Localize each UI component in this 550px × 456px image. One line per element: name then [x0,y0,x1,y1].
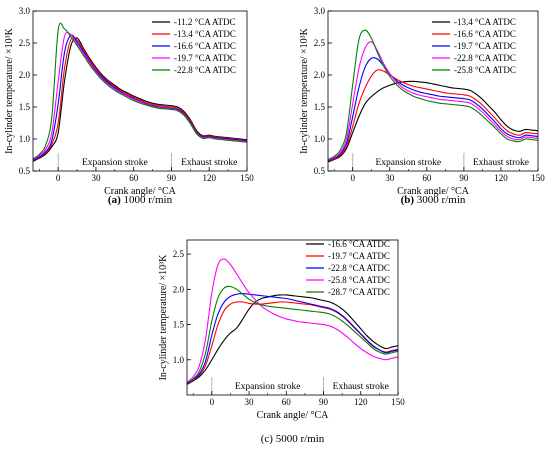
x-tick-label: 30 [385,173,395,183]
caption-speed: 1000 r/min [121,194,173,206]
x-tick-label: 150 [240,173,254,183]
caption-letter: (b) [401,194,415,206]
annotation-expansion-stroke: Expansion stroke [235,382,301,392]
y-tick-label: 2.0 [314,70,326,80]
y-tick-label: 1.0 [173,355,185,365]
x-tick-label: 90 [319,397,329,407]
y-axis-label: In-cylinder temperature/ ×10³K [299,27,310,154]
legend-entry: -22.8 °CA ATDC [174,65,236,75]
x-tick-label: 150 [531,173,545,183]
series-line-4 [187,258,398,383]
legend-entry: -25.8 °CA ATDC [454,65,516,75]
plot-frame [32,10,248,172]
x-tick-label: 90 [459,173,469,183]
plot-frame [327,10,539,172]
series-line-1 [187,294,398,385]
y-tick-label: 1.5 [19,102,31,112]
series-line-5 [33,22,247,160]
x-axis-label: Crank angle/ °CA [397,186,470,197]
series-line-4 [328,41,538,161]
annotation-exhaust-stroke: Exhaust stroke [181,158,237,168]
series-line-2 [328,69,538,162]
y-tick-label: 2.5 [19,38,31,48]
panel-caption: (a) 1000 r/min [108,194,173,206]
legend-entry: -16.6 °CA ATDC [454,29,516,39]
legend-entry: -19.7 °CA ATDC [454,41,516,51]
y-tick-label: 2.5 [314,38,326,48]
caption-letter: (a) [108,194,121,206]
legend-entry: -16.6 °CA ATDC [174,41,236,51]
caption-speed: 5000 r/min [273,433,325,445]
x-tick-label: 60 [422,173,432,183]
legend-entry: -13.4 °CA ATDC [174,29,236,39]
series-line-3 [328,57,538,162]
series-line-2 [33,36,247,162]
y-tick-label: 2.0 [173,284,185,294]
legend-entry: -19.7 °CA ATDC [174,53,236,63]
legend-entry: -22.8 °CA ATDC [328,263,390,273]
legend-entry: -22.8 °CA ATDC [454,53,516,63]
y-tick-label: 1.5 [314,102,326,112]
x-tick-label: 60 [129,173,139,183]
x-axis-label: Crank angle/ °CA [257,410,330,421]
annotation-exhaust-stroke: Exhaust stroke [333,382,389,392]
y-tick-label: 0.5 [19,166,31,176]
panel-caption: (c) 5000 r/min [261,433,325,445]
annotation-expansion-stroke: Expansion stroke [375,158,441,168]
y-tick-label: 1.5 [173,320,185,330]
panel-caption: (b) 3000 r/min [401,194,466,206]
y-tick-label: 1.0 [19,134,31,144]
x-tick-label: 0 [56,173,61,183]
y-tick-label: 3.0 [19,6,31,16]
chart-panel-2: Expansion stroke Exhaust stroke 0 30 60 90 120… [299,6,545,206]
y-tick-label: 2.5 [173,249,185,259]
caption-speed: 3000 r/min [414,194,466,206]
legend-entry: -19.7 °CA ATDC [328,251,390,261]
annotation-expansion-stroke: Expansion stroke [82,158,148,168]
x-tick-label: 120 [494,173,508,183]
y-tick-label: 1.0 [314,134,326,144]
caption-letter: (c) [261,433,274,445]
y-tick-label: 0.5 [314,166,326,176]
legend-entry: -11.2 °CA ATDC [174,17,236,27]
x-tick-label: 150 [391,397,405,407]
legend-entry: -25.8 °CA ATDC [328,275,390,285]
series-line-1 [33,37,247,162]
y-tick-label: 2.0 [19,70,31,80]
x-tick-label: 30 [245,397,255,407]
x-tick-label: 120 [354,397,368,407]
annotation-exhaust-stroke: Exhaust stroke [473,158,529,168]
y-tick-label: 3.0 [314,6,326,16]
x-tick-label: 60 [282,397,292,407]
x-tick-label: 90 [167,173,177,183]
series-line-3 [33,34,247,161]
x-tick-label: 120 [202,173,216,183]
y-axis-label: In-cylinder temperature/ ×10³K [158,254,169,381]
legend-entry: -28.7 °CA ATDC [328,287,390,297]
x-axis-label: Crank angle/ °CA [104,186,177,197]
legend-entry: -13.4 °CA ATDC [454,17,516,27]
x-tick-label: 0 [210,397,215,407]
y-axis-label: In-cylinder temperature/ ×10³K [4,27,15,154]
plot-frame [186,239,399,396]
x-tick-label: 30 [91,173,101,183]
series-line-3 [187,292,398,385]
series-line-1 [328,80,538,163]
series-line-5 [328,29,538,160]
x-tick-label: 0 [350,173,355,183]
chart-panel-3: Expansion stroke Exhaust stroke 0 30 60 90 120… [158,239,405,445]
legend-entry: -16.6 °CA ATDC [328,239,390,249]
chart-panel-1: Expansion stroke Exhaust stroke 0 30 60 90 120… [4,6,254,206]
series-line-5 [187,285,398,384]
